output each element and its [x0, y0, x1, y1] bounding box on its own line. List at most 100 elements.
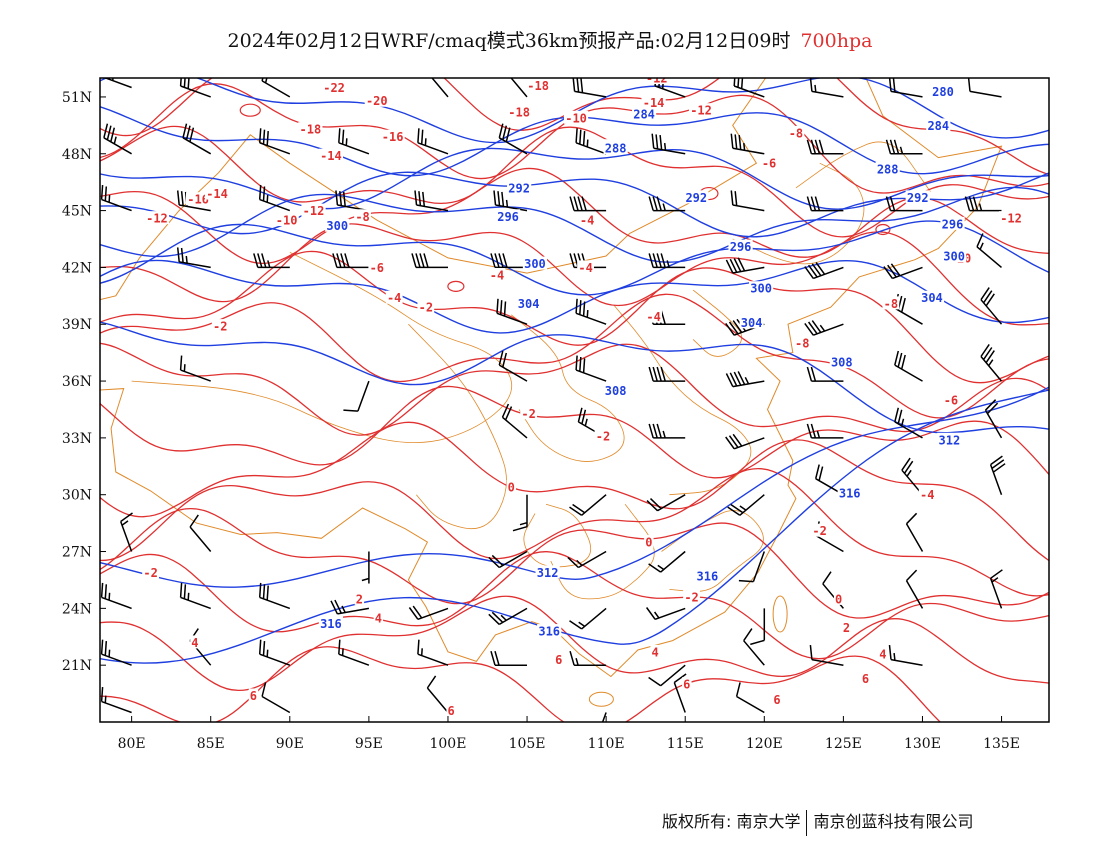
wind-barb	[735, 682, 765, 714]
wind-barb	[980, 287, 1003, 325]
height-label: 300	[750, 282, 772, 296]
wind-barb	[809, 645, 844, 666]
wind-barb	[488, 607, 528, 626]
wind-barb	[411, 253, 448, 269]
province-boundary	[131, 251, 513, 443]
temperature-label: 0	[645, 536, 652, 550]
temperature-label: -6	[944, 394, 958, 408]
wind-barb	[888, 645, 923, 666]
height-label-bg	[603, 141, 628, 155]
temperature-label-bg	[301, 203, 326, 217]
province-boundary	[692, 289, 743, 357]
wind-barb	[179, 582, 211, 610]
wind-barb	[673, 673, 687, 713]
temperature-contour-line	[100, 595, 1049, 692]
lat-tick-label: 39N	[62, 317, 92, 333]
temperature-label-bg	[688, 103, 714, 117]
wind-barb	[414, 190, 449, 212]
wind-barb	[569, 650, 607, 666]
temperature-label: -8	[355, 210, 369, 224]
height-label: 308	[605, 384, 627, 398]
wind-barb	[493, 190, 528, 212]
temperature-label: -8	[884, 297, 898, 311]
temperature-label: -6	[370, 261, 384, 275]
lat-tick-label: 36N	[62, 374, 92, 390]
wind-barb	[645, 607, 686, 621]
temperature-label: -4	[578, 261, 592, 275]
map-title: 2024年02月12日WRF/cmaq模式36km预报产品:02月12日09时 7…	[0, 26, 1100, 53]
temperature-label: -14	[643, 96, 665, 110]
wind-barb	[750, 608, 766, 646]
contour-labels: -22-20-18-18-18-16-16-14-14-14-12-12-12-…	[142, 78, 1024, 718]
wind-barb	[100, 582, 132, 610]
height-label: 296	[942, 217, 964, 231]
lon-tick-label: 110E	[588, 736, 625, 752]
footer-credits: 版权所有: 南京大学 南京创蓝科技有限公司	[662, 808, 974, 836]
wind-barb	[253, 253, 290, 269]
province-boundary	[613, 305, 752, 496]
temperature-label-bg	[650, 644, 660, 658]
wind-barb	[725, 371, 765, 388]
wind-barb	[989, 455, 1006, 495]
province-boundary	[795, 141, 931, 192]
wind-barb	[967, 78, 1002, 98]
temperature-contour-line	[100, 293, 1049, 419]
temperature-contour-ring	[875, 223, 891, 236]
temperature-label: -6	[762, 157, 776, 171]
pressure-level-label: 700hpa	[800, 30, 873, 52]
temperature-label-bg	[918, 487, 936, 501]
temperature-contour-line	[100, 125, 1049, 238]
wind-barb	[261, 682, 291, 714]
wind-barb	[569, 196, 607, 212]
wind-barb	[501, 403, 528, 439]
height-label: 316	[320, 617, 342, 631]
height-label-bg	[318, 616, 344, 630]
temperature-label: -2	[521, 407, 535, 421]
wind-barb	[498, 123, 528, 155]
temperature-label-bg	[204, 186, 230, 200]
temperature-label: 0	[508, 481, 515, 495]
province-boundary	[510, 314, 625, 462]
wind-barb	[804, 262, 844, 280]
wind-barb	[885, 196, 923, 212]
temperature-label-bg	[882, 296, 900, 310]
temperature-label-bg	[507, 105, 532, 119]
wind-barb	[343, 380, 370, 412]
wind-barb	[730, 133, 765, 155]
temperature-label: 6	[683, 678, 690, 692]
wind-barb	[258, 128, 291, 155]
wind-barb	[189, 514, 212, 552]
temperature-label: -12	[1000, 212, 1022, 226]
wind-barb	[806, 139, 844, 155]
wind-barb	[648, 196, 686, 212]
wind-barb	[809, 78, 844, 98]
lon-tick-label: 85E	[197, 736, 225, 752]
height-contour-line	[100, 171, 1049, 238]
temperature-label-bg	[354, 591, 365, 605]
height-label: 284	[927, 119, 949, 133]
temperature-contour-line	[100, 385, 1049, 479]
temperature-label: -8	[795, 337, 809, 351]
height-label-bg	[837, 485, 862, 499]
country-boundary	[100, 78, 1003, 678]
wind-barb	[176, 247, 211, 269]
temperature-contour-line	[100, 646, 942, 722]
temperature-label-bg	[793, 336, 811, 350]
wind-barb	[577, 407, 607, 439]
province-boundary	[732, 162, 865, 265]
temperature-label: -2	[419, 301, 433, 315]
lon-tick-label: 125E	[825, 736, 862, 752]
temperature-label-bg	[373, 610, 384, 624]
title-main: 2024年02月12日WRF/cmaq模式36km预报产品:02月12日09时	[227, 30, 791, 52]
lon-tick-label: 130E	[904, 736, 941, 752]
height-label: 288	[605, 142, 627, 156]
temperature-label-bg	[833, 591, 844, 605]
height-label-bg	[537, 624, 562, 638]
wind-barb	[258, 639, 291, 666]
wind-barb	[569, 494, 607, 516]
height-label: 284	[633, 107, 655, 121]
wind-barb	[103, 123, 132, 155]
temperature-contour-line	[100, 421, 1049, 562]
temperature-label-bg	[682, 677, 692, 691]
wind-barb	[905, 512, 924, 552]
